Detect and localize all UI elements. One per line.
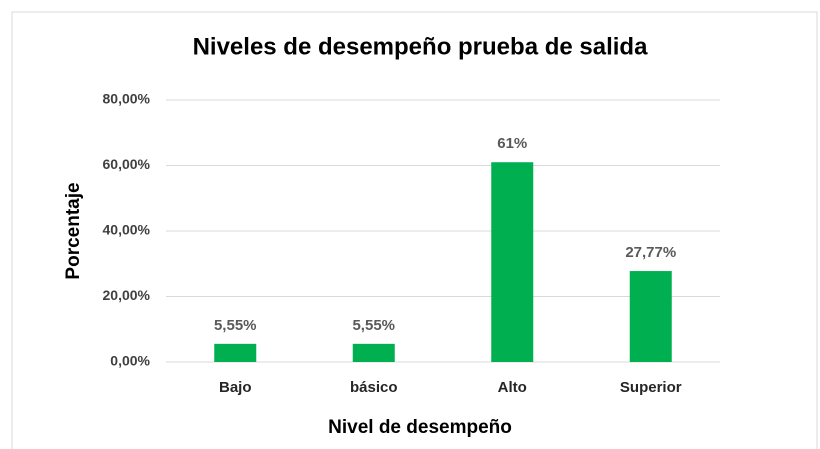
chart-title: Niveles de desempeño prueba de salida: [193, 33, 648, 60]
value-label: 5,55%: [214, 317, 257, 334]
x-tick-label: básico: [350, 379, 398, 396]
y-tick-label: 20,00%: [103, 287, 151, 303]
x-tick-label: Bajo: [219, 379, 252, 396]
y-tick-label: 80,00%: [103, 91, 151, 107]
bar: [491, 162, 534, 362]
value-label: 61%: [497, 135, 527, 152]
x-tick-label: Alto: [498, 379, 527, 396]
x-axis-label: Nivel de desempeño: [328, 417, 512, 438]
y-tick-label: 60,00%: [103, 156, 151, 172]
bar: [629, 271, 672, 362]
value-label: 5,55%: [352, 317, 395, 334]
y-tick-label: 0,00%: [110, 353, 150, 369]
x-tick-label: Superior: [620, 379, 682, 396]
y-tick-label: 40,00%: [103, 222, 151, 238]
chart-frame: [11, 11, 818, 449]
y-axis-label: Porcentaje: [63, 182, 84, 279]
value-label: 27,77%: [625, 244, 676, 261]
bar: [214, 343, 257, 362]
bar: [352, 343, 395, 362]
